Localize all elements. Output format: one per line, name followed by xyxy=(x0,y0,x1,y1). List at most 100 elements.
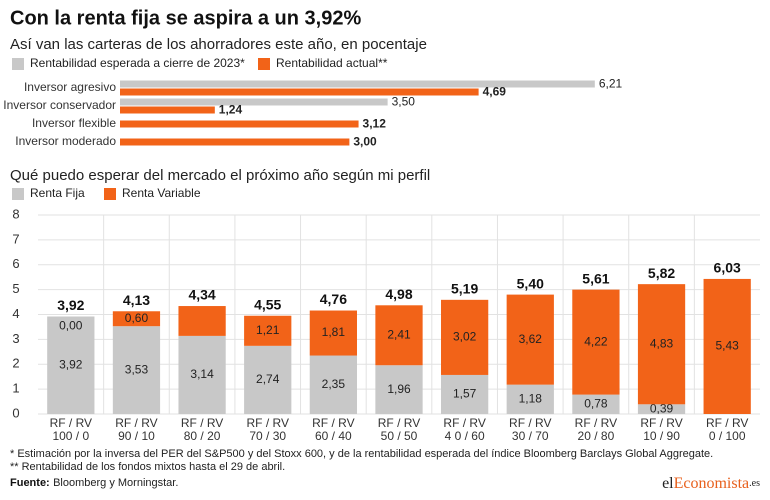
x-tick-label: RF / RV xyxy=(247,416,289,430)
x-tick-label: RF / RV xyxy=(575,416,617,430)
value-label: 2,74 xyxy=(256,372,280,386)
value-label: 3,62 xyxy=(519,332,543,346)
footnote: * Estimación por la inversa del PER del … xyxy=(10,448,713,460)
x-tick-label: RF / RV xyxy=(312,416,354,430)
title: Con la renta fija se aspira a un 3,92% xyxy=(10,7,361,29)
value-label: 3,12 xyxy=(363,117,387,131)
x-tick-label: 0 / 100 xyxy=(709,429,746,443)
value-label: 1,57 xyxy=(453,387,477,401)
x-tick-label: RF / RV xyxy=(378,416,420,430)
bar-segment xyxy=(309,355,357,414)
bar-segment xyxy=(178,335,226,414)
bar-segment xyxy=(375,305,423,366)
total-label: 5,82 xyxy=(648,265,675,281)
bar xyxy=(120,120,359,128)
logo-main: Economista xyxy=(674,475,750,492)
y-tick-label: 5 xyxy=(12,281,19,296)
x-tick-label: 30 / 70 xyxy=(512,429,549,443)
legend-label: Renta Fija xyxy=(30,186,85,200)
subtitle: Qué puedo esperar del mercado el próximo… xyxy=(10,167,430,184)
category-label: Inversor agresivo xyxy=(24,80,116,94)
x-tick-label: RF / RV xyxy=(181,416,223,430)
subtitle: Así van las carteras de los ahorradores … xyxy=(10,36,427,53)
x-tick-label: 50 / 50 xyxy=(381,429,418,443)
x-tick-label: 70 / 30 xyxy=(249,429,286,443)
logo-suffix: .es xyxy=(749,478,760,489)
bar-segment xyxy=(441,374,489,414)
x-tick-label: 80 / 20 xyxy=(184,429,221,443)
x-tick-label: RF / RV xyxy=(640,416,682,430)
bar-segment xyxy=(375,365,423,414)
value-label: 3,50 xyxy=(392,95,416,109)
x-tick-label: RF / RV xyxy=(115,416,157,430)
value-label: 2,35 xyxy=(322,377,346,391)
source-text: Bloomberg y Morningstar. xyxy=(53,477,178,489)
bar-segment xyxy=(506,294,554,385)
legend-swatch xyxy=(12,188,24,200)
y-tick-label: 6 xyxy=(12,256,19,271)
y-tick-label: 2 xyxy=(12,356,19,371)
value-label: 4,69 xyxy=(483,85,507,99)
total-label: 3,92 xyxy=(57,297,84,313)
bar xyxy=(120,80,595,88)
y-tick-label: 3 xyxy=(12,331,19,346)
legend-label: Rentabilidad actual** xyxy=(276,56,388,70)
bar-segment xyxy=(572,289,620,395)
bar-segment xyxy=(244,315,292,346)
bar-segment xyxy=(178,306,226,336)
x-tick-label: 90 / 10 xyxy=(118,429,155,443)
bar-segment xyxy=(637,284,686,405)
bar-segment xyxy=(309,310,357,356)
x-tick-label: RF / RV xyxy=(443,416,485,430)
bar xyxy=(120,106,215,114)
value-label: 4,83 xyxy=(650,336,674,350)
x-tick-label: RF / RV xyxy=(509,416,551,430)
total-label: 5,40 xyxy=(517,275,544,291)
bar-segment xyxy=(703,278,751,414)
legend-swatch xyxy=(258,58,270,70)
x-tick-label: RF / RV xyxy=(706,416,748,430)
logo: elEconomista.es xyxy=(662,475,760,492)
x-tick-label: 4 0 / 60 xyxy=(445,429,485,443)
value-label: 1,96 xyxy=(387,382,411,396)
y-tick-label: 0 xyxy=(12,405,19,420)
category-label: Inversor conservador xyxy=(3,98,116,112)
value-label: 0,00 xyxy=(59,319,83,333)
value-label: 1,21 xyxy=(256,323,280,337)
bar-segment xyxy=(637,404,686,414)
value-label: 6,21 xyxy=(599,77,623,91)
value-label: 4,22 xyxy=(584,334,608,348)
x-tick-label: 20 / 80 xyxy=(578,429,615,443)
bar xyxy=(120,88,479,96)
value-label: 3,00 xyxy=(353,135,377,149)
total-label: 5,61 xyxy=(582,270,609,286)
value-label: 3,92 xyxy=(59,357,83,371)
bar-segment xyxy=(112,311,161,327)
legend-swatch xyxy=(12,58,24,70)
legend-swatch xyxy=(104,188,116,200)
source-label: Fuente: xyxy=(10,477,50,489)
legend-label: Rentabilidad esperada a cierre de 2023* xyxy=(30,56,245,70)
bar-segment xyxy=(112,326,161,414)
bar xyxy=(120,98,388,106)
category-label: Inversor moderado xyxy=(15,134,116,148)
value-label: 3,02 xyxy=(453,330,477,344)
value-label: 1,81 xyxy=(322,325,346,339)
x-tick-label: RF / RV xyxy=(50,416,92,430)
y-tick-label: 7 xyxy=(12,231,19,246)
total-label: 5,19 xyxy=(451,281,478,297)
y-tick-label: 4 xyxy=(12,306,19,321)
x-tick-label: 100 / 0 xyxy=(52,429,89,443)
total-label: 4,55 xyxy=(254,296,281,312)
value-label: 0,39 xyxy=(650,401,674,415)
category-label: Inversor flexible xyxy=(32,116,116,130)
bar-segment xyxy=(47,316,95,414)
legend-label: Renta Variable xyxy=(122,186,201,200)
value-label: 2,41 xyxy=(387,327,411,341)
total-label: 4,98 xyxy=(385,286,412,302)
bar-segment xyxy=(441,299,489,375)
logo-prefix: el xyxy=(662,475,674,492)
source: Fuente: Bloomberg y Morningstar. xyxy=(10,475,178,489)
value-label: 1,24 xyxy=(219,103,243,117)
